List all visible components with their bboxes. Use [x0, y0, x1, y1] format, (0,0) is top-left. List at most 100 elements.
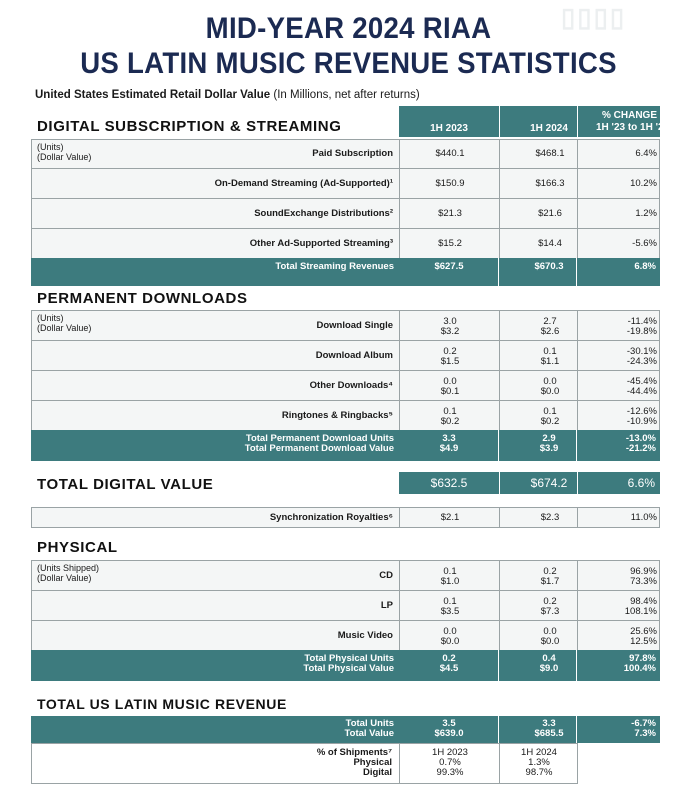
shipments-1h2024: 1H 2024 1.3% 98.7%: [521, 747, 557, 778]
row-1h2024: 0.2 $7.3: [540, 596, 560, 617]
total-pct: -13.0% -21.2%: [625, 433, 656, 454]
divider: [399, 140, 400, 168]
divider: [577, 140, 578, 168]
divider: [399, 311, 400, 340]
total-digital-1h2023: $632.5: [430, 476, 468, 490]
divider: [577, 508, 578, 527]
physical-row: CD 0.1 $1.0 0.2 $1.7 96.9% 73.3% (Units Ship…: [31, 560, 660, 591]
row-pct: -45.4% -44.4%: [626, 376, 657, 397]
divider: [399, 341, 400, 370]
streaming-row: Other Ad-Supported Streaming³ $15.2 $14.4 -…: [31, 228, 660, 259]
sync-1h2023: $2.1: [440, 512, 460, 523]
downloads-row: Download Album 0.2 $1.5 0.1 $1.1 -30.1% -24…: [31, 340, 660, 371]
divider: [399, 591, 400, 620]
section-streaming-heading: DIGITAL SUBSCRIPTION & STREAMING: [37, 118, 342, 135]
row-label: Download Single: [316, 320, 393, 331]
grand-total-1h2024: 3.3 $685.5: [534, 718, 564, 739]
row-label: LP: [380, 600, 393, 611]
divider: [499, 744, 500, 783]
row-1h2024: $21.6: [538, 208, 562, 219]
divider: [399, 229, 400, 258]
downloads-row: Download Single 3.0 $3.2 2.7 $2.6 -11.4% -1…: [31, 310, 660, 341]
row-pct: -12.6% -10.9%: [626, 406, 657, 427]
row-1h2024: 0.2 $1.7: [540, 566, 560, 587]
divider: [576, 430, 577, 461]
row-1h2023: $21.3: [438, 208, 462, 219]
row-1h2023: 0.1 $3.5: [440, 596, 460, 617]
divider: [499, 371, 500, 400]
total-1h2023: 0.2 $4.5: [439, 653, 459, 674]
col-1h2024: 1H 2024: [530, 123, 568, 134]
divider: [577, 561, 578, 590]
divider: [577, 472, 578, 494]
row-1h2023: 0.0 $0.0: [440, 626, 460, 647]
streaming-row: On-Demand Streaming (Ad-Supported)¹ $150.…: [31, 168, 660, 199]
row-label: Download Album: [315, 350, 393, 361]
divider: [576, 716, 577, 743]
section-total-digital-heading: TOTAL DIGITAL VALUE: [37, 476, 214, 493]
row-pct: -5.6%: [632, 238, 657, 249]
divider: [499, 401, 500, 430]
row-pct: -30.1% -24.3%: [626, 346, 657, 367]
divider: [399, 401, 400, 430]
col-pct-line1: % CHANGE: [601, 110, 657, 121]
sync-1h2024: $2.3: [540, 512, 560, 523]
row-pct: 1.2%: [635, 208, 657, 219]
row-1h2023: 0.0 $0.1: [440, 376, 460, 397]
total-digital-1h2024: $674.2: [530, 476, 568, 490]
divider: [499, 621, 500, 650]
total-digital-values: $632.5 $674.2 6.6%: [399, 472, 660, 494]
col-1h2023: 1H 2023: [430, 123, 468, 134]
total-pct: 97.8% 100.4%: [623, 653, 656, 674]
physical-total-row: Total Physical Units Total Physical Valu…: [31, 650, 660, 681]
row-1h2024: $14.4: [538, 238, 562, 249]
total-1h2024: $670.3: [534, 261, 564, 272]
streaming-total-row: Total Streaming Revenues $627.5 $670.3 6.8%: [31, 258, 660, 286]
row-label: On-Demand Streaming (Ad-Supported)¹: [214, 178, 393, 189]
row-pct: -11.4% -19.8%: [626, 316, 657, 337]
divider: [577, 229, 578, 258]
row-1h2024: $468.1: [535, 148, 565, 159]
row-1h2024: 0.1 $0.2: [540, 406, 560, 427]
grand-total-1h2023: 3.5 $639.0: [434, 718, 464, 739]
physical-row: LP 0.1 $3.5 0.2 $7.3 98.4% 108.1%: [31, 590, 660, 621]
divider: [399, 199, 400, 228]
divider: [399, 371, 400, 400]
row-label: CD: [379, 570, 393, 581]
divider: [399, 508, 400, 527]
divider: [498, 258, 499, 286]
section-downloads-heading: PERMANENT DOWNLOADS: [37, 290, 248, 307]
total-1h2023: 3.3 $4.9: [439, 433, 459, 454]
row-1h2023: $15.2: [438, 238, 462, 249]
divider: [399, 169, 400, 198]
divider: [499, 199, 500, 228]
row-1h2024: 2.7 $2.6: [540, 316, 560, 337]
units-note: (Units Shipped) (Dollar Value): [37, 563, 100, 583]
divider: [498, 430, 499, 461]
units-note: (Units) (Dollar Value): [37, 313, 92, 333]
divider: [499, 472, 500, 494]
divider: [399, 744, 400, 783]
col-pct-line2: 1H '23 to 1H '24: [596, 122, 670, 133]
background-watermark: ▯▯▯▯: [561, 2, 627, 32]
shipments-label: % of Shipments⁷ Physical Digital: [316, 747, 392, 778]
row-label: Other Downloads⁴: [309, 380, 393, 391]
row-1h2024: $166.3: [535, 178, 565, 189]
divider: [498, 650, 499, 681]
divider: [399, 561, 400, 590]
subtitle-bold: United States Estimated Retail Dollar Va…: [35, 89, 271, 101]
row-pct: 25.6% 12.5%: [630, 626, 657, 647]
divider: [577, 169, 578, 198]
subtitle-rest: (In Millions, net after returns): [270, 89, 420, 101]
row-1h2023: $440.1: [435, 148, 465, 159]
units-note: (Units) (Dollar Value): [37, 142, 92, 162]
grand-total-pct: -6.7% 7.3%: [631, 718, 656, 739]
physical-row: Music Video 0.0 $0.0 0.0 $0.0 25.6% 12.5%: [31, 620, 660, 651]
shipments-1h2023: 1H 2023 0.7% 99.3%: [432, 747, 468, 778]
row-label: Paid Subscription: [312, 148, 393, 159]
section-physical-heading: PHYSICAL: [37, 539, 118, 556]
divider: [499, 169, 500, 198]
sync-royalties-row: Synchronization Royalties⁶ $2.1 $2.3 11.…: [31, 507, 660, 528]
row-pct: 10.2%: [630, 178, 657, 189]
row-label: Other Ad-Supported Streaming³: [249, 238, 393, 249]
